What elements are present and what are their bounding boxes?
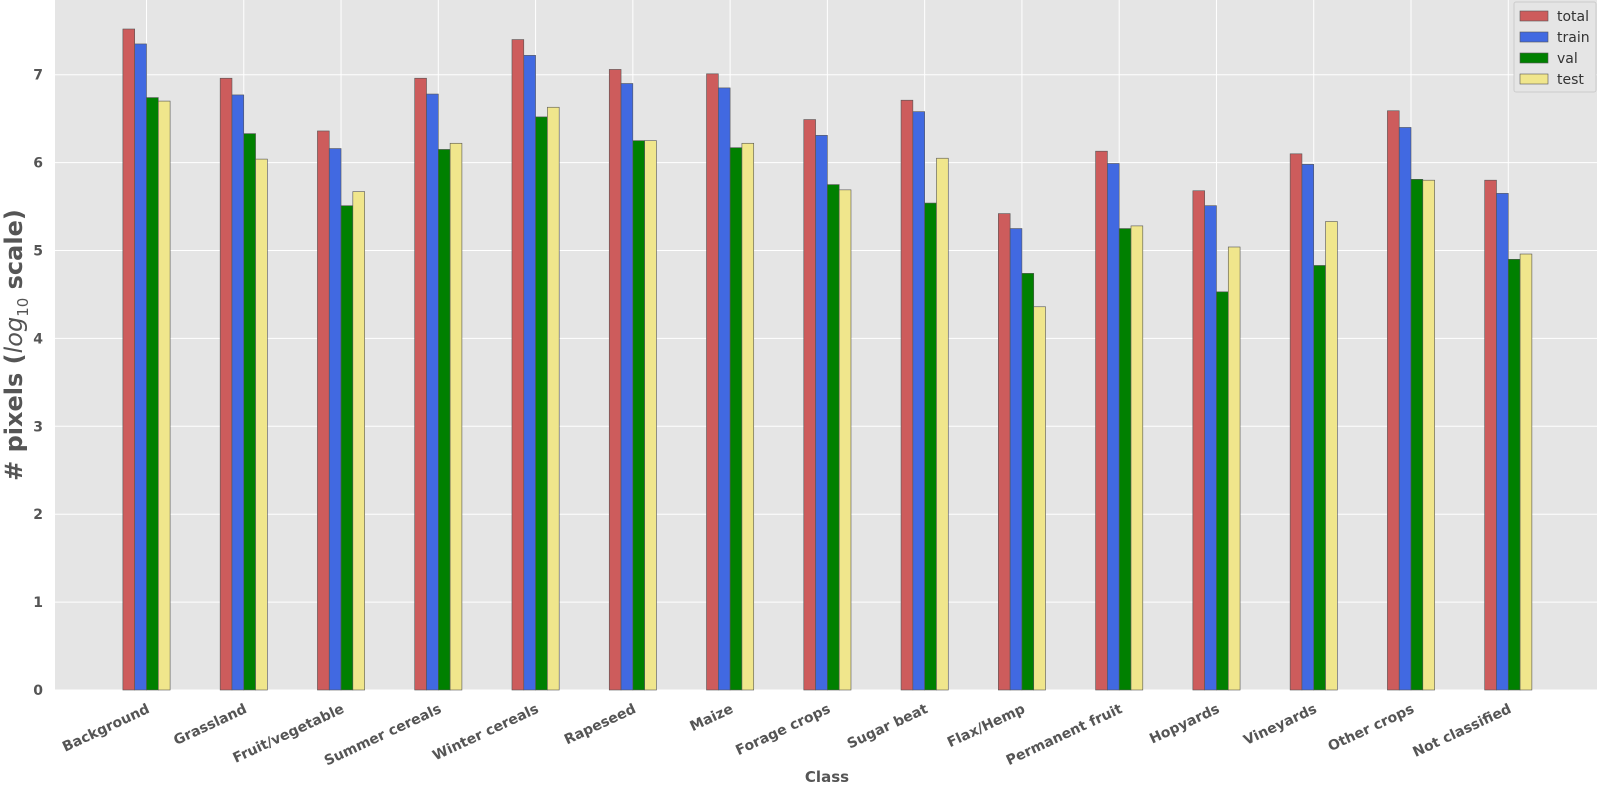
legend-label-train: train xyxy=(1557,30,1590,46)
bar-val xyxy=(438,149,451,691)
bar-val xyxy=(340,205,354,691)
x-tick-label: Flax/Hemp xyxy=(945,701,1028,751)
bar-val xyxy=(535,116,548,691)
legend-box xyxy=(1513,1,1597,93)
bar-test xyxy=(547,106,560,691)
bar-val xyxy=(632,140,645,691)
bar-test xyxy=(158,100,171,691)
bar-test xyxy=(255,158,268,691)
x-tick-label: Background xyxy=(60,701,152,755)
bar-total xyxy=(1387,110,1400,691)
bar-val xyxy=(1118,228,1132,691)
bar-total xyxy=(122,28,136,691)
legend-label-val: val xyxy=(1557,51,1578,67)
x-tick-labels: Background GrasslandFruit/vegetableSummer… xyxy=(60,701,1514,769)
bar-test xyxy=(1519,253,1533,691)
bar-train xyxy=(523,55,536,691)
bar-train xyxy=(328,148,342,691)
bar-test xyxy=(644,140,657,691)
bar-train xyxy=(1301,164,1315,691)
x-tick-label: Winter cereals xyxy=(430,701,541,764)
bar-train xyxy=(1009,228,1023,691)
bar-test xyxy=(1033,306,1046,691)
legend-label-test: test xyxy=(1557,72,1584,88)
x-tick-label: Rapeseed xyxy=(562,701,639,748)
bar-train xyxy=(1398,127,1412,691)
y-tick-label: 4 xyxy=(33,331,43,347)
bar-test xyxy=(1422,179,1435,691)
bar-train xyxy=(1204,205,1217,691)
legend-swatch-test xyxy=(1519,73,1549,85)
y-tick-label: 3 xyxy=(33,419,43,435)
bar-val xyxy=(1216,291,1229,691)
bar-train xyxy=(1107,163,1120,691)
y-tick-label: 7 xyxy=(33,68,43,84)
bar-train xyxy=(1496,193,1509,691)
x-tick-label: Hopyards xyxy=(1147,701,1222,747)
bar-test xyxy=(1227,246,1241,691)
bar-total xyxy=(414,77,427,691)
bar-train xyxy=(815,135,828,691)
y-tick-label: 2 xyxy=(33,507,43,523)
bar-total xyxy=(608,69,622,691)
x-tick-label: Not classified xyxy=(1410,701,1514,761)
bar-val xyxy=(1021,273,1035,691)
y-tick-label: 5 xyxy=(33,244,43,260)
bar-total xyxy=(1095,150,1108,691)
y-tick-label: 6 xyxy=(33,156,43,172)
bar-total xyxy=(900,99,914,691)
bar-test xyxy=(936,157,949,691)
bar-total xyxy=(1192,190,1205,691)
bar-total xyxy=(1484,179,1497,691)
bars xyxy=(122,28,1533,691)
bar-total xyxy=(706,73,719,691)
bar-total xyxy=(1289,153,1303,691)
bar-total xyxy=(317,130,330,691)
x-axis-title: Class xyxy=(805,768,849,786)
bar-val xyxy=(146,97,159,691)
bar-test xyxy=(838,189,852,691)
bar-total xyxy=(998,213,1011,691)
bar-val xyxy=(924,202,937,691)
legend-swatch-total xyxy=(1519,10,1549,22)
x-tick-label: Sugar beat xyxy=(845,701,931,752)
bar-test xyxy=(449,142,463,691)
legend-label-total: total xyxy=(1557,9,1589,25)
legend-swatch-val xyxy=(1519,52,1549,64)
y-tick-label: 0 xyxy=(33,683,43,699)
x-tick-label: Vineyards xyxy=(1241,701,1319,749)
bar-total xyxy=(219,77,233,691)
bar-test xyxy=(1325,221,1338,691)
bar-train xyxy=(620,83,634,691)
bar-train xyxy=(231,94,245,691)
bar-val xyxy=(1410,179,1424,691)
bar-test xyxy=(352,191,365,691)
bar-val xyxy=(729,147,743,691)
bar-total xyxy=(511,39,525,691)
bar-test xyxy=(1130,225,1144,691)
bar-val xyxy=(1313,265,1326,691)
x-tick-label: Forage crops xyxy=(733,701,833,759)
x-tick-label: Maize xyxy=(688,701,736,735)
bar-val xyxy=(243,133,256,691)
legend-swatch-train xyxy=(1519,31,1549,43)
y-tick-label: 1 xyxy=(33,595,43,611)
bar-total xyxy=(803,119,816,691)
bar-val xyxy=(1507,258,1521,691)
bar-train xyxy=(912,111,925,691)
y-axis-title: # pixels (log10 scale) xyxy=(0,209,32,481)
bar-train xyxy=(426,93,439,691)
y-tick-labels: 0 1 2 3 4 5 6 7 xyxy=(33,68,43,699)
x-tick-label: Grassland xyxy=(171,701,249,749)
legend: total train val test xyxy=(1513,1,1597,93)
x-tick-label: Other crops xyxy=(1326,701,1417,755)
bar-val xyxy=(827,184,840,691)
bar-train xyxy=(134,43,147,691)
bar-test xyxy=(741,142,755,691)
bar-train xyxy=(718,87,731,691)
